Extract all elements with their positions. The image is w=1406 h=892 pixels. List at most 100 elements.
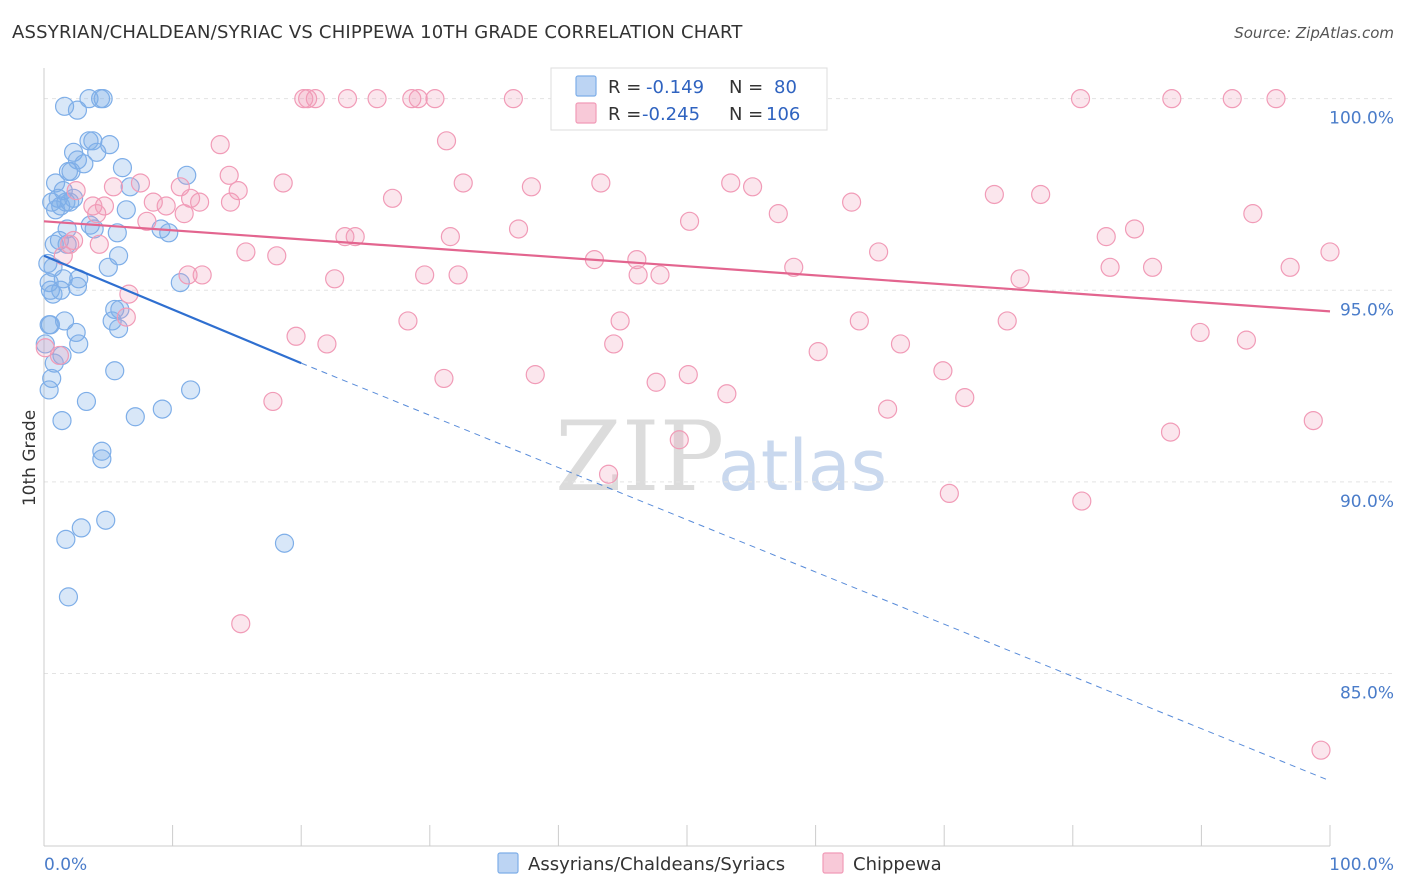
legend-n-label-assyrians: N = (729, 77, 763, 98)
point-chippewa (890, 334, 911, 354)
point-chippewa (984, 184, 1004, 205)
point-assyrians (71, 518, 91, 538)
point-chippewa (1124, 219, 1145, 239)
point-chippewa (398, 311, 418, 331)
point-chippewa (337, 89, 358, 109)
point-chippewa (1100, 257, 1120, 277)
point-assyrians (42, 368, 62, 389)
point-chippewa (997, 311, 1017, 331)
point-chippewa (869, 242, 889, 262)
point-chippewa (646, 372, 666, 392)
point-chippewa (1160, 422, 1181, 442)
point-chippewa (156, 196, 176, 216)
x-tick-label-max: 100.0% (1329, 855, 1394, 875)
point-chippewa (103, 177, 124, 197)
point-assyrians (116, 200, 136, 220)
point-chippewa (448, 265, 468, 285)
point-chippewa (228, 181, 248, 201)
point-assyrians (66, 322, 86, 343)
point-chippewa (63, 230, 84, 251)
point-chippewa (425, 89, 445, 109)
point-assyrians (274, 533, 295, 553)
point-chippewa (1070, 89, 1091, 109)
point-assyrians (170, 273, 190, 293)
legend-r-label-assyrians: R = (608, 77, 641, 98)
legend-n-value-assyrians: 80 (774, 77, 797, 98)
series-chippewa-points (35, 89, 1340, 760)
point-chippewa (742, 177, 763, 197)
trend-lines (43, 220, 1331, 782)
legend-swatch-chippewa (575, 102, 597, 124)
point-chippewa (1162, 89, 1182, 109)
point-assyrians (52, 410, 72, 431)
y-tick-labels: 85.0% 90.0% 95.0% 100.0% (1329, 109, 1394, 704)
watermark-atlas: atlas (718, 425, 887, 507)
point-chippewa (842, 192, 862, 212)
point-assyrians (39, 380, 59, 400)
stats-legend-box (550, 67, 828, 131)
point-assyrians (54, 311, 75, 331)
bottom-legend-label-assyrians: Assyrians/Chaldeans/Syriacs (528, 854, 785, 875)
point-chippewa (955, 387, 975, 408)
point-chippewa (263, 391, 283, 412)
point-chippewa (679, 211, 700, 231)
point-chippewa (415, 265, 435, 285)
point-assyrians (67, 100, 88, 120)
point-chippewa (1031, 184, 1051, 205)
point-chippewa (178, 265, 198, 285)
point-chippewa (298, 89, 318, 109)
point-chippewa (591, 173, 611, 193)
series-assyrians-points (35, 89, 295, 607)
trendline-assyrians (43, 254, 302, 365)
point-assyrians (96, 510, 116, 530)
point-chippewa (286, 326, 306, 346)
legend-n-value-chippewa: 106 (766, 104, 800, 125)
point-chippewa (60, 234, 80, 254)
point-chippewa (508, 219, 529, 239)
point-chippewa (87, 204, 107, 224)
point-chippewa (436, 131, 457, 151)
point-assyrians (69, 334, 89, 354)
bottom-legend-label-chippewa: Chippewa (853, 854, 942, 875)
point-assyrians (67, 276, 88, 297)
point-chippewa (521, 177, 541, 197)
point-chippewa (219, 165, 239, 185)
point-chippewa (604, 334, 624, 354)
point-assyrians (39, 315, 59, 335)
point-chippewa (273, 173, 293, 193)
point-assyrians (57, 219, 77, 239)
legend-n-label-chippewa: N = (729, 104, 763, 125)
point-chippewa (1222, 89, 1242, 109)
point-assyrians (105, 299, 125, 320)
point-chippewa (116, 307, 136, 327)
point-chippewa (1142, 257, 1163, 277)
point-chippewa (66, 181, 86, 201)
point-assyrians (76, 391, 97, 412)
point-chippewa (317, 334, 337, 354)
point-chippewa (402, 89, 422, 109)
x-axis-ticks (43, 825, 1331, 846)
point-chippewa (650, 265, 670, 285)
point-chippewa (382, 188, 403, 208)
point-chippewa (49, 345, 70, 366)
point-chippewa (1236, 330, 1257, 350)
point-chippewa (137, 211, 157, 231)
point-assyrians (108, 319, 129, 339)
point-chippewa (143, 192, 163, 212)
legend-r-value-chippewa: -0.245 (642, 104, 700, 125)
bottom-legend-swatch-chippewa (822, 852, 844, 874)
point-chippewa (849, 311, 869, 331)
point-assyrians (60, 192, 80, 212)
point-chippewa (236, 242, 256, 262)
x-tick-label-min: 0.0% (44, 855, 87, 875)
point-chippewa (174, 204, 194, 224)
point-assyrians (152, 399, 172, 419)
watermark: ZIP atlas (555, 401, 887, 513)
point-assyrians (110, 299, 130, 320)
y-tick-label: 95.0% (1340, 300, 1394, 320)
point-assyrians (92, 449, 112, 469)
gridlines (44, 98, 1394, 675)
chart-source: Source: ZipAtlas.com (1234, 24, 1394, 42)
point-chippewa (94, 196, 115, 216)
